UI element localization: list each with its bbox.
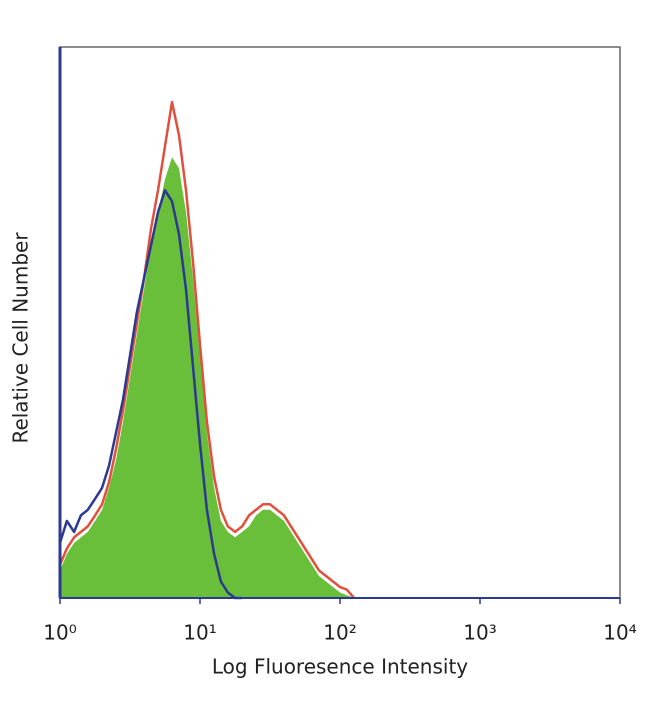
x-tick-label: 10⁰ <box>43 621 76 645</box>
x-tick-label: 10¹ <box>183 621 216 645</box>
area <box>60 157 355 598</box>
x-axis-label: Log Fluoresence Intensity <box>212 655 468 679</box>
line <box>58 100 356 599</box>
y-axis-label: Relative Cell Number <box>9 232 33 444</box>
x-tick-label: 10³ <box>463 621 496 645</box>
x-tick-label: 10² <box>323 621 356 645</box>
line <box>58 189 243 600</box>
x-tick-label: 10⁴ <box>603 621 636 645</box>
